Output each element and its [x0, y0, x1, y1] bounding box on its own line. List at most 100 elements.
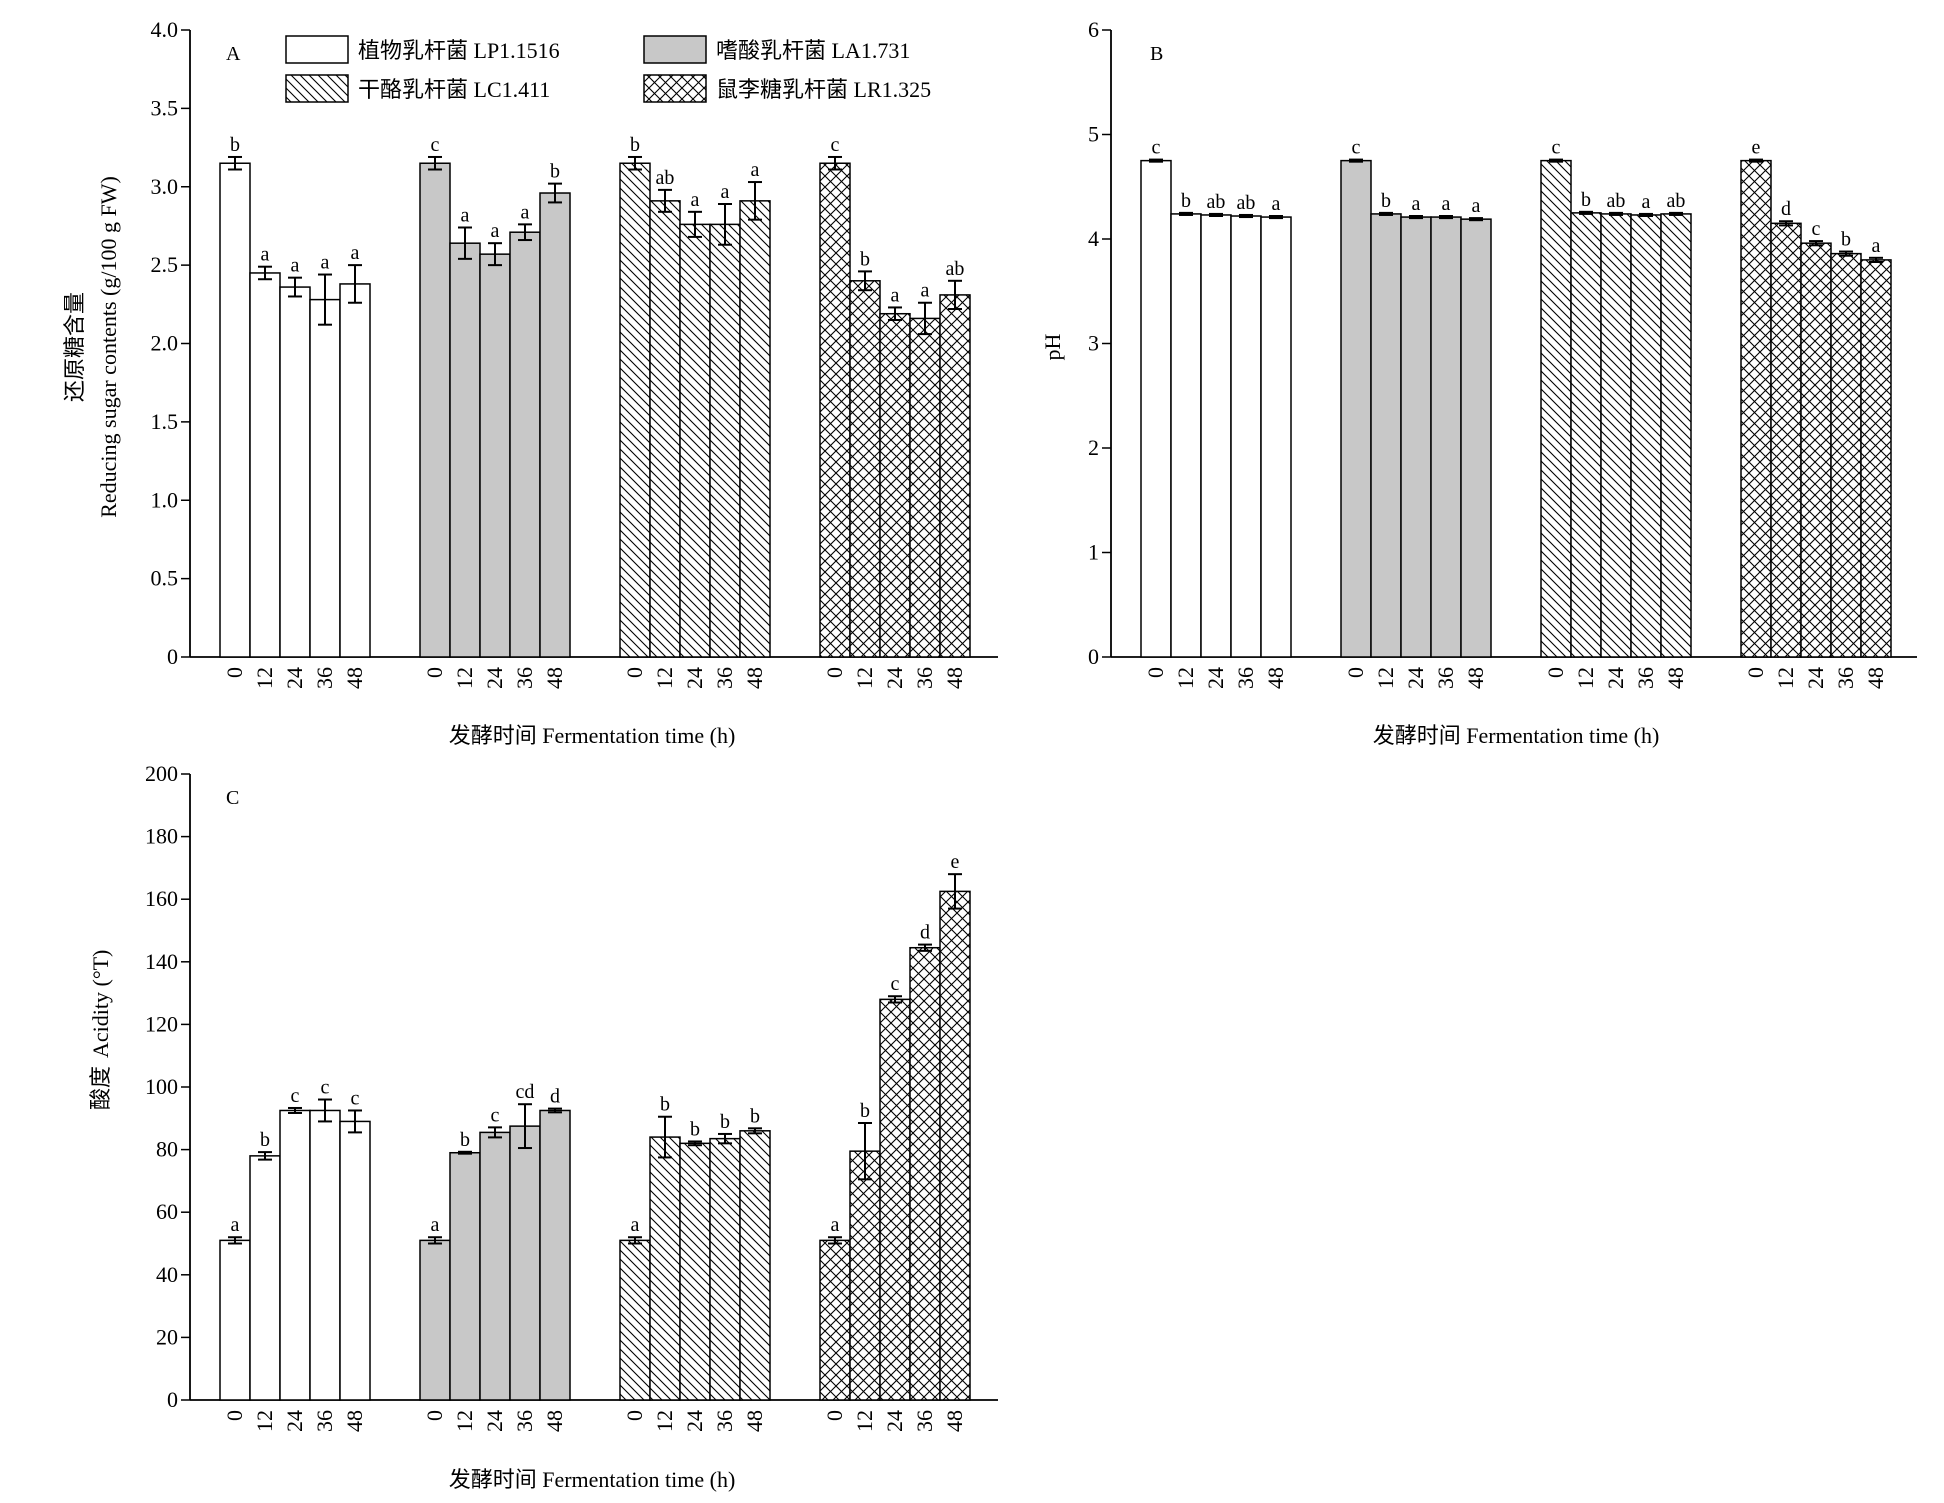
x-tick-label-b: 24 — [1803, 667, 1828, 689]
significance-letter-c: a — [631, 1214, 640, 1236]
x-tick-label-c: 0 — [222, 1410, 247, 1421]
significance-letter-b: a — [1642, 191, 1651, 213]
panel-c-label: C — [226, 787, 239, 809]
x-axis-label-c: 发酵时间 Fermentation time (h) — [449, 1467, 736, 1492]
legend-swatch-lc — [285, 74, 349, 103]
significance-letter-a: a — [721, 181, 730, 203]
bar-c-lr-0 — [819, 1239, 851, 1401]
significance-letter-c: b — [260, 1129, 270, 1151]
panel-a-label: A — [226, 43, 241, 65]
bar-b-lp-48 — [1260, 216, 1292, 658]
bar-c-lr-12 — [849, 1150, 881, 1401]
x-tick-label-a: 24 — [482, 667, 507, 689]
y-tick-label-a: 1.0 — [151, 487, 179, 512]
bar-a-lp-36 — [309, 298, 341, 658]
significance-letter-a: b — [860, 248, 870, 270]
significance-letter-b: b — [1181, 190, 1191, 212]
x-tick-label-b: 36 — [1633, 667, 1658, 689]
y-tick-label-b: 5 — [1088, 122, 1099, 147]
y-tick-label-b: 1 — [1088, 540, 1099, 565]
x-tick-label-b: 12 — [1173, 667, 1198, 689]
x-tick-label-b: 0 — [1743, 667, 1768, 678]
significance-letter-b: c — [1352, 137, 1361, 159]
x-tick-label-b: 0 — [1343, 667, 1368, 678]
x-tick-label-c: 36 — [512, 1410, 537, 1432]
significance-letter-c: c — [491, 1104, 500, 1126]
x-tick-label-a: 12 — [252, 667, 277, 689]
significance-letter-c: c — [321, 1077, 330, 1099]
panel-b-label: B — [1150, 43, 1163, 65]
bar-a-lp-24 — [279, 286, 311, 658]
bar-c-lp-36 — [309, 1109, 341, 1401]
legend-swatch-lp — [285, 35, 349, 64]
x-tick-label-b: 48 — [1863, 667, 1888, 689]
y-tick-label-a: 2.0 — [151, 331, 179, 356]
x-tick-label-a: 48 — [542, 667, 567, 689]
x-tick-label-b: 48 — [1263, 667, 1288, 689]
x-tick-label-a: 0 — [622, 667, 647, 678]
bar-c-lc-24 — [679, 1142, 711, 1401]
bar-a-lp-12 — [249, 272, 281, 658]
x-tick-label-a: 36 — [912, 667, 937, 689]
significance-letter-c: c — [891, 973, 900, 995]
y-tick-label-b: 0 — [1088, 644, 1099, 669]
bar-c-la-48 — [539, 1109, 571, 1401]
significance-letter-a: a — [351, 242, 360, 264]
bar-c-lr-24 — [879, 998, 911, 1401]
bar-a-lr-24 — [879, 312, 911, 658]
x-tick-label-a: 36 — [512, 667, 537, 689]
y-tick-label-b: 4 — [1088, 226, 1099, 251]
x-tick-label-c: 0 — [422, 1410, 447, 1421]
x-tick-label-b: 12 — [1573, 667, 1598, 689]
significance-letter-c: a — [831, 1214, 840, 1236]
y-tick-label-a: 0 — [167, 644, 178, 669]
bar-b-lr-24 — [1800, 242, 1832, 658]
legend-swatch-lr — [643, 74, 707, 103]
significance-letter-a: a — [491, 220, 500, 242]
bar-c-lc-36 — [709, 1137, 741, 1401]
y-tick-label-c: 100 — [145, 1074, 178, 1099]
bar-a-lr-12 — [849, 280, 881, 658]
legend-label-la: 嗜酸乳杆菌 LA1.731 — [716, 38, 910, 63]
x-tick-label-c: 12 — [452, 1410, 477, 1432]
bar-c-lp-0 — [219, 1239, 251, 1401]
x-tick-label-a: 12 — [852, 667, 877, 689]
y-tick-label-a: 2.5 — [151, 252, 179, 277]
significance-letter-a: ab — [946, 258, 965, 280]
significance-letter-a: a — [751, 159, 760, 181]
bar-b-lp-24 — [1200, 214, 1232, 658]
y-tick-label-c: 60 — [156, 1199, 178, 1224]
bar-c-lc-0 — [619, 1239, 651, 1401]
bar-a-la-36 — [509, 231, 541, 658]
bar-a-lp-0 — [219, 162, 251, 658]
x-tick-label-c: 48 — [542, 1410, 567, 1432]
x-tick-label-c: 48 — [942, 1410, 967, 1432]
bar-b-lr-36 — [1830, 252, 1862, 658]
y-tick-label-c: 140 — [145, 949, 178, 974]
legend-label-lp: 植物乳杆菌 LP1.1516 — [358, 38, 560, 63]
bar-c-lp-24 — [279, 1109, 311, 1401]
significance-letter-b: b — [1381, 190, 1391, 212]
significance-letter-b: ab — [1237, 192, 1256, 214]
significance-letter-a: a — [891, 284, 900, 306]
bar-c-lc-48 — [739, 1130, 771, 1401]
bar-b-la-48 — [1460, 218, 1492, 658]
x-tick-label-b: 48 — [1663, 667, 1688, 689]
y-tick-label-a: 1.5 — [151, 409, 179, 434]
bar-b-lr-48 — [1860, 259, 1892, 658]
y-tick-label-c: 180 — [145, 824, 178, 849]
significance-letter-c: a — [431, 1214, 440, 1236]
x-tick-label-a: 48 — [742, 667, 767, 689]
significance-letter-c: d — [550, 1086, 560, 1108]
bar-b-lc-12 — [1570, 212, 1602, 658]
x-tick-label-a: 36 — [312, 667, 337, 689]
y-tick-label-c: 120 — [145, 1011, 178, 1036]
bar-c-la-12 — [449, 1151, 481, 1401]
bar-b-la-24 — [1400, 216, 1432, 658]
panel-b: B 发酵时间 Fermentation time (h) pH 0123456c… — [1040, 17, 1917, 748]
significance-letter-b: c — [1552, 137, 1561, 159]
x-tick-label-b: 0 — [1143, 667, 1168, 678]
bar-c-lr-48 — [939, 890, 971, 1401]
y-tick-label-b: 3 — [1088, 331, 1099, 356]
